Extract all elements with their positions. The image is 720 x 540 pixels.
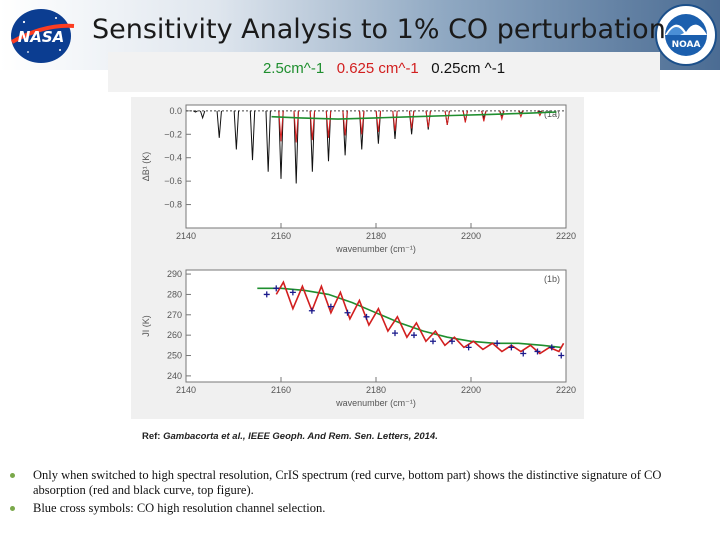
x-tick-label: 2140: [176, 385, 196, 395]
bullet-dot: [10, 506, 15, 511]
x-tick-label: 2160: [271, 385, 291, 395]
panel-label: (1b): [544, 274, 560, 284]
channel-marker: [344, 309, 351, 316]
legend-item-0-25: 0.25cm ^-1: [431, 60, 506, 77]
channel-marker: [465, 344, 472, 351]
channel-marker: [430, 338, 436, 345]
plot-area: [185, 269, 567, 383]
channel-marker: [392, 330, 398, 337]
channel-marker: [558, 352, 565, 359]
y-tick-label: −0.8: [164, 200, 182, 210]
series-line: [278, 110, 284, 142]
bullet-list: Only when switched to high spectral reso…: [10, 468, 700, 519]
y-tick-label: 240: [167, 371, 182, 381]
channel-marker: [263, 291, 270, 298]
legend-item-2-5: 2.5cm^-1: [262, 60, 325, 77]
nasa-logo-text: NASA: [18, 28, 65, 46]
series-line: [257, 287, 562, 349]
y-axis-label: JI (K): [141, 315, 151, 337]
noaa-logo-text: NOAA: [672, 40, 701, 50]
nasa-logo: NASA: [4, 6, 78, 66]
y-tick-label: −0.2: [164, 129, 182, 139]
resolution-legend: 2.5cm^-1 0.625 cm^-1 0.25cm ^-1: [108, 60, 660, 77]
series-line: [233, 110, 240, 150]
bullet-dot: [10, 473, 15, 478]
reference-prefix: Ref:: [142, 431, 164, 442]
y-tick-label: −0.4: [164, 153, 182, 163]
series-line: [216, 110, 222, 138]
noaa-logo: NOAA: [654, 2, 718, 68]
x-tick-label: 2180: [366, 231, 386, 241]
series-line: [275, 280, 565, 355]
channel-marker: [289, 289, 296, 296]
series-line: [271, 111, 557, 120]
series-line: [309, 110, 316, 172]
spectrum-chart: 0.0 −0.2 −0.4 −0.6 −0.8 2140 2160 2180 2200 2220 w…: [141, 104, 576, 408]
x-tick-label: 2200: [461, 385, 481, 395]
series-line: [278, 110, 284, 179]
reference: Ref: Gambacorta et al., IEEE Geoph. And …: [142, 431, 438, 442]
channel-marker: [449, 338, 455, 345]
channel-marker: [508, 344, 515, 351]
y-tick-label: 290: [167, 269, 182, 279]
figure: 0.0 −0.2 −0.4 −0.6 −0.8 2140 2160 2180 2200 2220 w…: [131, 97, 584, 419]
series-line: [293, 110, 299, 184]
series-line: [342, 110, 348, 156]
bullet-item: Only when switched to high spectral reso…: [10, 468, 700, 498]
page-title: Sensitivity Analysis to 1% CO perturbati…: [92, 14, 666, 45]
x-tick-label: 2180: [366, 385, 386, 395]
x-tick-label: 2220: [556, 231, 576, 241]
y-tick-label: 250: [167, 351, 182, 361]
x-axis-label: wavenumber (cm⁻¹): [335, 244, 416, 254]
series-line: [309, 110, 316, 141]
channel-marker: [494, 340, 501, 347]
bullet-item: Blue cross symbols: CO high resolution c…: [10, 501, 700, 516]
channel-marker: [411, 332, 417, 339]
series-line: [249, 110, 256, 161]
series-line: [199, 110, 206, 120]
y-tick-label: −0.6: [164, 176, 182, 186]
series-line: [293, 110, 299, 143]
channel-marker: [273, 285, 280, 292]
reference-citation: Gambacorta et al., IEEE Geoph. And Rem. …: [163, 431, 438, 442]
y-tick-label: 280: [167, 289, 182, 299]
channel-marker: [363, 313, 370, 320]
x-tick-label: 2220: [556, 385, 576, 395]
channel-marker: [534, 348, 541, 355]
channel-marker: [308, 307, 315, 314]
bullet-text: Blue cross symbols: CO high resolution c…: [33, 501, 326, 515]
x-tick-label: 2200: [461, 231, 481, 241]
series-line: [193, 110, 198, 113]
bullet-text: Only when switched to high spectral reso…: [33, 468, 662, 497]
y-tick-label: 0.0: [169, 106, 182, 116]
channel-marker: [548, 344, 555, 351]
series-line: [265, 110, 271, 172]
y-tick-label: 260: [167, 330, 182, 340]
x-axis-label: wavenumber (cm⁻¹): [335, 398, 416, 408]
legend-item-0-625: 0.625 cm^-1: [336, 60, 419, 77]
channel-marker: [327, 303, 334, 310]
x-tick-label: 2140: [176, 231, 196, 241]
x-tick-label: 2160: [271, 231, 291, 241]
y-tick-label: 270: [167, 310, 182, 320]
channel-marker: [520, 350, 527, 357]
panel-label: (1a): [544, 109, 560, 119]
series-line: [325, 110, 332, 162]
y-axis-label: ΔB¹ (K): [141, 152, 151, 182]
series-line: [325, 110, 332, 138]
plot-area: [185, 104, 567, 229]
resolution-legend-box: 2.5cm^-1 0.625 cm^-1 0.25cm ^-1: [108, 52, 660, 92]
